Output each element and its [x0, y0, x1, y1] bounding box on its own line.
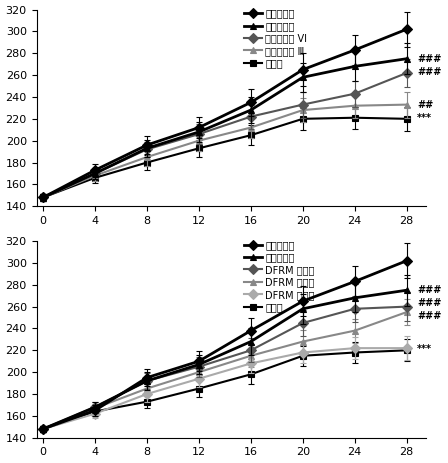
Legend: 空白对照组, 雷公藤多苷, 闹羊花毒素 VI, 闹羊花毒素 Ⅲ, 模型组: 空白对照组, 雷公藤多苷, 闹羊花毒素 VI, 闹羊花毒素 Ⅲ, 模型组: [244, 8, 307, 68]
Legend: 空白对照组, 雷公藤多苷, DFRM 中剂量, DFRM 低剂量, DFRM 高剂量, 模型组: 空白对照组, 雷公藤多苷, DFRM 中剂量, DFRM 低剂量, DFRM 高…: [244, 240, 315, 312]
Text: ##: ##: [417, 100, 433, 110]
Text: ###: ###: [417, 285, 441, 295]
Text: ###: ###: [417, 54, 441, 64]
Text: ###: ###: [417, 67, 441, 77]
Text: ###: ###: [417, 312, 441, 321]
Text: ###: ###: [417, 298, 441, 308]
Text: ***: ***: [417, 113, 432, 123]
Text: ***: ***: [417, 344, 432, 354]
